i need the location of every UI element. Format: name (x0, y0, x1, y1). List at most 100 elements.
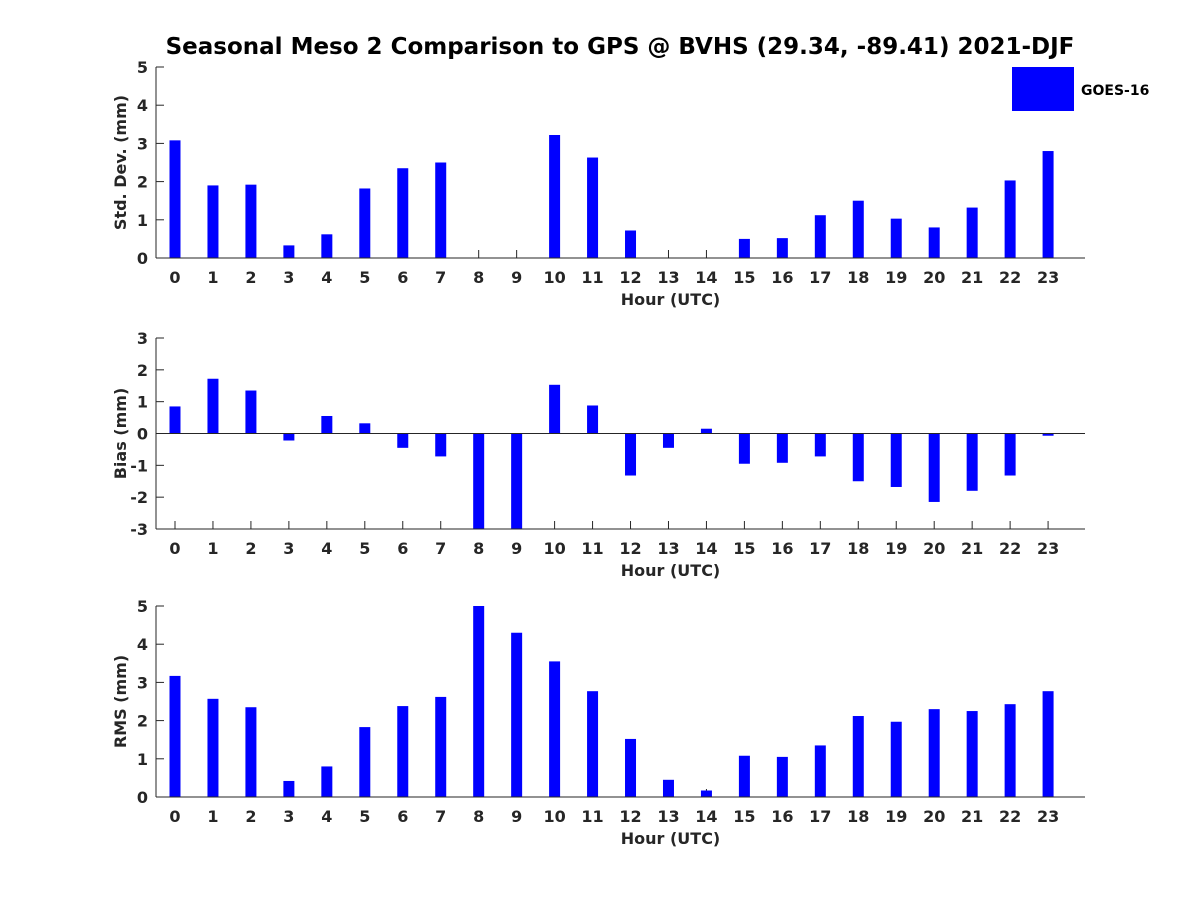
bar (625, 230, 637, 258)
legend-swatch (1012, 67, 1074, 111)
bar (207, 698, 219, 797)
x-tick-label: 22 (999, 807, 1021, 826)
bar (207, 185, 219, 258)
bar (890, 433, 902, 487)
bar (852, 200, 864, 258)
bar (245, 707, 257, 797)
bar (814, 215, 826, 258)
bar (397, 433, 409, 448)
x-tick-label: 7 (435, 539, 446, 558)
y-tick-label: 4 (137, 96, 148, 115)
x-tick-label: 0 (169, 539, 180, 558)
x-axis-label: Hour (UTC) (621, 829, 721, 848)
x-tick-label: 12 (619, 268, 641, 287)
x-tick-label: 10 (543, 807, 565, 826)
x-tick-label: 20 (923, 268, 945, 287)
x-tick-label: 9 (511, 539, 522, 558)
bar (549, 134, 561, 258)
y-tick-label: 4 (137, 635, 148, 654)
bar (1004, 180, 1016, 258)
bar (587, 405, 599, 434)
x-tick-label: 22 (999, 539, 1021, 558)
bar (1004, 704, 1016, 797)
x-tick-label: 23 (1037, 268, 1059, 287)
legend: GOES-16 (1012, 67, 1149, 111)
y-tick-label: 5 (137, 58, 148, 77)
x-tick-label: 20 (923, 539, 945, 558)
bar (814, 745, 826, 797)
x-tick-label: 21 (961, 268, 983, 287)
y-tick-label: 0 (137, 788, 148, 807)
y-tick-label: 2 (137, 712, 148, 731)
x-tick-label: 20 (923, 807, 945, 826)
bar (549, 661, 561, 797)
bar (397, 168, 409, 258)
x-tick-label: 5 (359, 807, 370, 826)
y-tick-label: 1 (137, 211, 148, 230)
bar (283, 780, 295, 797)
x-tick-label: 11 (581, 268, 603, 287)
x-tick-label: 18 (847, 539, 869, 558)
x-tick-label: 5 (359, 539, 370, 558)
x-tick-label: 15 (733, 268, 755, 287)
bar (207, 378, 219, 434)
bar (473, 433, 485, 529)
bar (928, 433, 940, 502)
x-tick-label: 22 (999, 268, 1021, 287)
legend-label: GOES-16 (1081, 83, 1149, 99)
x-tick-label: 13 (657, 807, 679, 826)
x-tick-label: 11 (581, 807, 603, 826)
bar (359, 188, 371, 258)
x-tick-label: 12 (619, 539, 641, 558)
x-tick-label: 16 (771, 807, 793, 826)
x-axis-label: Hour (UTC) (621, 561, 721, 580)
bar (966, 207, 978, 258)
y-tick-label: 3 (137, 329, 148, 348)
bar (1042, 691, 1054, 797)
bar (814, 433, 826, 457)
bar (283, 245, 295, 258)
bar (549, 384, 561, 434)
bar (738, 755, 750, 797)
x-tick-label: 5 (359, 268, 370, 287)
x-tick-label: 10 (543, 539, 565, 558)
bar (435, 696, 447, 797)
x-tick-label: 8 (473, 268, 484, 287)
x-tick-label: 8 (473, 807, 484, 826)
x-tick-label: 15 (733, 807, 755, 826)
bar (1042, 151, 1054, 258)
x-tick-label: 23 (1037, 539, 1059, 558)
x-tick-label: 0 (169, 807, 180, 826)
x-tick-label: 3 (283, 268, 294, 287)
x-tick-label: 3 (283, 807, 294, 826)
y-tick-label: -1 (130, 456, 148, 475)
x-tick-label: 11 (581, 539, 603, 558)
bar (625, 738, 637, 797)
bar (738, 433, 750, 464)
x-tick-label: 9 (511, 268, 522, 287)
x-tick-label: 6 (397, 807, 408, 826)
bar (473, 606, 485, 797)
x-tick-label: 21 (961, 539, 983, 558)
x-tick-label: 1 (207, 539, 218, 558)
bar (700, 428, 712, 434)
x-tick-label: 18 (847, 807, 869, 826)
bar (625, 433, 637, 476)
bar (776, 756, 788, 797)
x-tick-label: 13 (657, 539, 679, 558)
x-tick-label: 2 (245, 807, 256, 826)
x-tick-label: 7 (435, 268, 446, 287)
y-tick-label: 1 (137, 393, 148, 412)
x-tick-label: 19 (885, 268, 907, 287)
x-tick-label: 6 (397, 539, 408, 558)
y-tick-label: 3 (137, 134, 148, 153)
bar (587, 691, 599, 797)
x-tick-label: 17 (809, 268, 831, 287)
bar (359, 423, 371, 434)
y-tick-label: 2 (137, 173, 148, 192)
bar (662, 779, 674, 797)
x-tick-label: 4 (321, 807, 332, 826)
